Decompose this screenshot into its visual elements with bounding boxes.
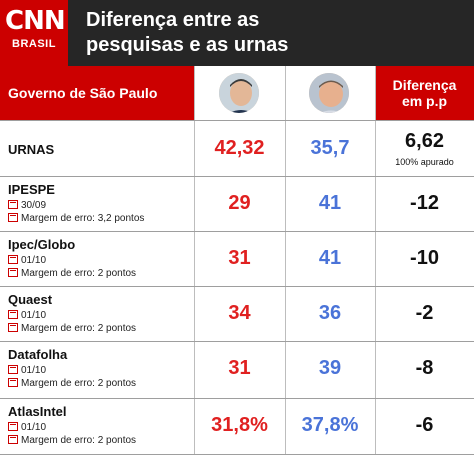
poll-diff-value: -10 (410, 247, 439, 269)
poll-candidate-2-value: 41 (318, 192, 342, 214)
calendar-icon (8, 365, 18, 374)
urnas-diff-value: 6,62 (405, 130, 444, 152)
chart-icon (8, 323, 18, 332)
poll-name: Quaest (8, 292, 53, 307)
poll-margin: Margem de erro: 2 pontos (8, 434, 136, 447)
poll-diff-value: -12 (410, 192, 439, 214)
column-divider (375, 66, 376, 455)
candidate-1-header (194, 66, 284, 120)
diff-header-cell: Diferença em p.p (375, 66, 474, 120)
poll-date: 01/10 (8, 254, 46, 267)
logo-text: CNN (5, 6, 66, 36)
diff-header-line-1: Diferença (392, 77, 457, 93)
poll-candidate-1-value: 29 (228, 192, 251, 214)
poll-candidate-1-value: 31,8% (211, 414, 268, 436)
candidate-2-header (285, 66, 374, 120)
row-divider (0, 120, 474, 121)
urnas-candidate-2-value: 35,7 (310, 137, 350, 159)
poll-margin: Margem de erro: 2 pontos (8, 322, 136, 335)
poll-name: Ipec/Globo (8, 237, 76, 252)
calendar-icon (8, 255, 18, 264)
poll-candidate-2-value: 41 (318, 247, 342, 269)
poll-name: AtlasIntel (8, 404, 67, 419)
row-divider (0, 286, 474, 287)
poll-margin-text: Margem de erro: 2 pontos (21, 323, 137, 334)
row-divider (0, 341, 474, 342)
poll-date: 01/10 (8, 309, 46, 322)
poll-date-text: 30/09 (21, 200, 47, 211)
title-line-1: Diferença entre as (86, 9, 260, 31)
row-divider (0, 398, 474, 399)
poll-date: 30/09 (8, 199, 46, 212)
candidate-1-portrait-icon (219, 73, 259, 113)
calendar-icon (8, 422, 18, 431)
poll-diff-value: -2 (415, 302, 434, 324)
candidate-1-avatar (217, 71, 261, 115)
candidate-2-portrait-icon (309, 73, 349, 113)
logo-subtext: BRASIL (12, 38, 56, 50)
poll-margin-text: Margem de erro: 3,2 pontos (21, 213, 145, 224)
poll-candidate-1-value: 31 (228, 357, 251, 379)
poll-date: 01/10 (8, 364, 46, 377)
poll-date: 01/10 (8, 421, 46, 434)
poll-candidate-2-value: 37,8% (301, 414, 359, 436)
poll-candidate-1-value: 31 (228, 247, 251, 269)
row-divider (0, 231, 474, 232)
poll-name: IPESPE (8, 182, 55, 197)
poll-margin-text: Margem de erro: 2 pontos (21, 378, 137, 389)
calendar-icon (8, 200, 18, 209)
urnas-note: 100% apurado (395, 157, 454, 167)
title-line-2: pesquisas e as urnas (86, 34, 289, 56)
page-title: Diferença entre as pesquisas e as urnas (86, 8, 288, 58)
table-header-label-cell: Governo de São Paulo (0, 66, 194, 120)
poll-diff-value: -8 (415, 357, 434, 379)
poll-margin: Margem de erro: 2 pontos (8, 267, 136, 280)
poll-margin-text: Margem de erro: 2 pontos (21, 435, 137, 446)
poll-date-text: 01/10 (21, 310, 47, 321)
poll-name: Datafolha (8, 347, 68, 362)
poll-margin: Margem de erro: 3,2 pontos (8, 212, 144, 225)
poll-diff-value: -6 (415, 414, 434, 436)
poll-candidate-1-value: 34 (228, 302, 251, 324)
column-divider (285, 66, 286, 455)
cnn-brasil-logo: CNN BRASIL (0, 0, 68, 66)
poll-margin: Margem de erro: 2 pontos (8, 377, 136, 390)
poll-date-text: 01/10 (21, 255, 47, 266)
calendar-icon (8, 310, 18, 319)
chart-icon (8, 378, 18, 387)
table-header-label: Governo de São Paulo (8, 85, 158, 101)
column-divider (194, 66, 195, 455)
row-divider (0, 176, 474, 177)
chart-icon (8, 435, 18, 444)
header-bar: CNN BRASIL Diferença entre as pesquisas … (0, 0, 474, 66)
candidate-2-avatar (307, 71, 351, 115)
urnas-candidate-1-value: 42,32 (214, 137, 265, 159)
comparison-table: Governo de São Paulo Diferença em p.p UR… (0, 66, 474, 455)
poll-date-text: 01/10 (21, 365, 47, 376)
chart-icon (8, 268, 18, 277)
poll-candidate-2-value: 39 (318, 357, 342, 379)
poll-margin-text: Margem de erro: 2 pontos (21, 268, 137, 279)
urnas-label: URNAS (8, 142, 55, 157)
poll-date-text: 01/10 (21, 422, 47, 433)
poll-candidate-2-value: 36 (318, 302, 342, 324)
diff-header-line-2: em p.p (401, 93, 448, 109)
chart-icon (8, 213, 18, 222)
